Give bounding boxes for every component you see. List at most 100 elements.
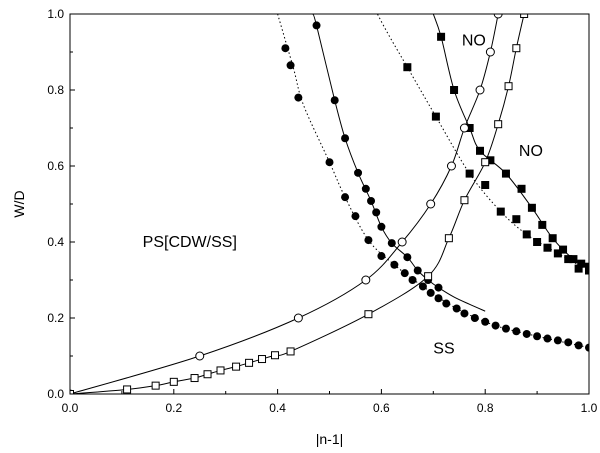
- region-label: SS: [433, 340, 454, 357]
- x-tick-label: 0.8: [477, 401, 494, 415]
- data-point: [258, 355, 267, 364]
- data-point: [341, 193, 350, 202]
- data-point: [585, 343, 589, 352]
- data-point: [354, 168, 363, 177]
- data-point: [294, 93, 303, 102]
- series-line-1: [312, 14, 486, 312]
- data-point: [271, 351, 280, 360]
- data-point: [460, 309, 469, 318]
- data-point: [577, 259, 586, 268]
- x-tick-label: 0.0: [62, 401, 79, 415]
- data-point: [512, 44, 521, 53]
- data-point: [512, 215, 521, 224]
- series-line-3: [432, 14, 589, 268]
- series-line-4: [70, 14, 499, 394]
- data-point: [195, 351, 205, 361]
- data-point: [553, 336, 562, 345]
- data-point: [569, 255, 578, 264]
- data-point: [203, 370, 212, 379]
- data-point: [538, 220, 547, 229]
- data-point: [312, 21, 321, 30]
- data-point: [418, 282, 427, 291]
- data-point: [437, 32, 446, 41]
- data-point: [517, 184, 526, 193]
- region-labels: PS[CDW/SS] SS NO NO: [143, 33, 543, 358]
- data-point: [491, 321, 500, 330]
- data-point: [548, 234, 557, 243]
- data-point: [460, 196, 469, 205]
- data-point: [574, 341, 583, 350]
- data-point: [341, 134, 350, 143]
- data-point: [481, 181, 490, 189]
- series-curves: [70, 14, 589, 394]
- data-point: [533, 332, 542, 341]
- data-point: [493, 14, 503, 19]
- y-tick-label: 0.2: [47, 311, 64, 325]
- data-point: [123, 385, 132, 394]
- x-tick-label: 1.0: [581, 401, 598, 415]
- axes: 0.0 0.2 0.4 0.6 0.8 1.0 0.0 0.2 0.4 0.6 0.8 1.0: [47, 7, 597, 415]
- data-point: [481, 158, 490, 167]
- data-point: [450, 86, 459, 94]
- data-point: [364, 310, 373, 319]
- data-point: [475, 85, 485, 95]
- data-point: [408, 276, 417, 284]
- data-point: [559, 245, 568, 254]
- data-point: [452, 304, 461, 313]
- data-point: [325, 158, 334, 167]
- data-point: [564, 255, 573, 264]
- data-point: [496, 207, 505, 216]
- data-point: [543, 334, 552, 343]
- y-tick-label: 0.6: [47, 159, 64, 173]
- data-point: [245, 358, 254, 367]
- series-line-2: [376, 14, 589, 271]
- data-point: [169, 377, 178, 386]
- data-point: [397, 237, 407, 247]
- data-point: [330, 96, 339, 105]
- data-point: [387, 239, 396, 248]
- series-markers: [70, 14, 589, 394]
- x-tick-label: 0.2: [165, 401, 182, 415]
- plot-frame: [69, 13, 590, 395]
- data-point: [377, 222, 386, 231]
- data-point: [413, 266, 422, 275]
- data-point: [286, 347, 295, 356]
- x-tick-label: 0.6: [373, 401, 390, 415]
- data-point: [533, 238, 542, 246]
- data-point: [286, 61, 295, 70]
- y-axis-label: W/D: [11, 190, 27, 217]
- data-point: [424, 272, 433, 281]
- x-axis-label: |n-1|: [316, 431, 344, 447]
- region-label: NO: [462, 33, 486, 50]
- data-point: [522, 230, 531, 239]
- data-point: [372, 208, 381, 217]
- data-point: [501, 169, 510, 178]
- data-point: [486, 156, 495, 165]
- region-label: NO: [519, 143, 543, 160]
- data-point: [70, 390, 74, 394]
- y-tick-label: 0.4: [47, 235, 64, 249]
- data-point: [400, 269, 409, 278]
- data-point: [434, 294, 443, 303]
- data-point: [485, 47, 495, 57]
- data-point: [426, 199, 436, 209]
- data-point: [476, 146, 485, 155]
- data-point: [459, 123, 469, 133]
- data-point: [293, 313, 303, 323]
- data-point: [426, 288, 435, 297]
- data-point: [361, 184, 370, 193]
- data-point: [446, 161, 456, 171]
- data-point: [470, 314, 479, 322]
- data-point: [361, 275, 371, 285]
- data-point: [377, 252, 386, 261]
- data-point: [403, 253, 412, 262]
- data-point: [444, 234, 453, 243]
- series-line-0: [277, 14, 589, 349]
- y-tick-label: 0.0: [47, 387, 64, 401]
- data-point: [434, 283, 443, 292]
- data-point: [481, 317, 490, 326]
- data-point: [367, 196, 376, 205]
- x-tick-label: 0.4: [269, 401, 286, 415]
- region-label: PS[CDW/SS]: [143, 234, 237, 251]
- data-point: [442, 299, 451, 308]
